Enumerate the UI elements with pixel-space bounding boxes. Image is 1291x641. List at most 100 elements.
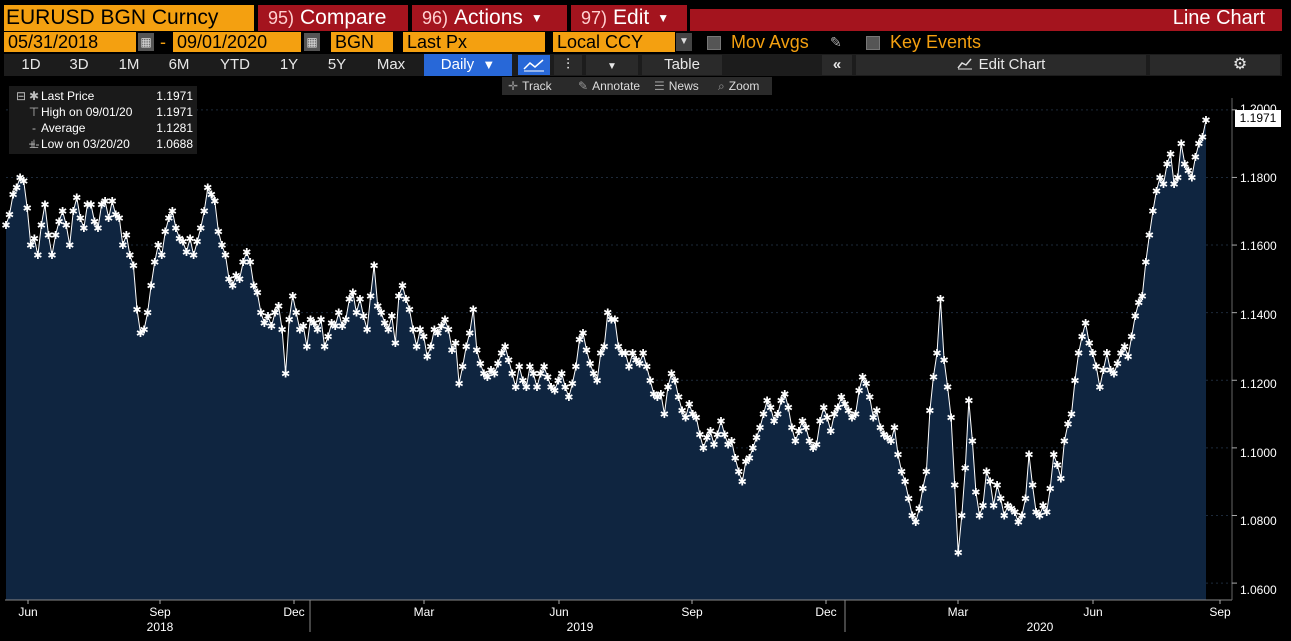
price-marker: ✱ xyxy=(267,320,276,333)
price-marker: ✱ xyxy=(1095,381,1104,394)
price-marker: ✱ xyxy=(341,313,350,326)
mov-avgs-checkbox[interactable] xyxy=(707,36,721,50)
price-marker: ✱ xyxy=(670,374,679,387)
period-1d[interactable]: 1D xyxy=(21,56,41,73)
end-date-field[interactable]: 09/01/2020 xyxy=(173,32,301,52)
price-marker: ✱ xyxy=(47,249,56,262)
price-marker: ✱ xyxy=(978,499,987,512)
bar-chart-style-button[interactable]: ⫶ xyxy=(554,55,582,75)
settings-button[interactable]: ⚙ xyxy=(1150,55,1280,75)
y-tick-label: 1.1800 xyxy=(1240,171,1277,185)
price-marker: ✱ xyxy=(1063,418,1072,431)
price-marker: ✱ xyxy=(833,401,842,414)
frequency-selector[interactable]: Daily ▼ xyxy=(424,54,512,76)
price-marker: ✱ xyxy=(1170,178,1179,191)
price-marker: ✱ xyxy=(869,411,878,424)
period-max[interactable]: Max xyxy=(376,56,406,73)
source-field[interactable]: BGN xyxy=(331,32,393,52)
price-marker: ✱ xyxy=(1070,374,1079,387)
price-marker: ✱ xyxy=(125,249,134,262)
pencil-icon[interactable]: ✎ xyxy=(830,34,842,50)
period-ytd[interactable]: YTD xyxy=(220,56,250,73)
chart-style-dropdown[interactable]: ▼ xyxy=(586,55,638,75)
actions-menu-number: 96) xyxy=(422,8,449,28)
news-tool[interactable]: ☰ News xyxy=(654,77,699,95)
price-marker: ✱ xyxy=(968,435,977,448)
legend-row-average: -+- Average 1.1281 xyxy=(9,120,197,151)
price-marker: ✱ xyxy=(1028,479,1037,492)
price-marker: ✱ xyxy=(741,455,750,468)
compare-menu[interactable]: 95) Compare xyxy=(258,5,408,31)
price-marker: ✱ xyxy=(1198,131,1207,144)
price-marker: ✱ xyxy=(837,391,846,404)
price-marker: ✱ xyxy=(536,368,545,381)
ohlc-bar-icon: ⫶ xyxy=(566,56,570,73)
period-3d[interactable]: 3D xyxy=(69,56,89,73)
price-marker: ✱ xyxy=(221,249,230,262)
price-marker: ✱ xyxy=(483,371,492,384)
price-area-fill xyxy=(6,120,1206,600)
price-marker: ✱ xyxy=(1127,330,1136,343)
price-marker: ✱ xyxy=(971,486,980,499)
period-1m[interactable]: 1M xyxy=(118,56,140,73)
chevron-down-icon[interactable]: ▼ xyxy=(676,33,692,51)
price-marker: ✱ xyxy=(571,361,580,374)
price-marker: ✱ xyxy=(685,398,694,411)
y-tick-label: 1.1200 xyxy=(1240,377,1277,391)
price-marker: ✱ xyxy=(207,188,216,201)
price-marker: ✱ xyxy=(993,479,1002,492)
price-marker: ✱ xyxy=(1191,151,1200,164)
edit-menu[interactable]: 97) Edit ▼ xyxy=(571,5,687,31)
currency-selector[interactable]: Local CCY xyxy=(553,32,675,52)
price-marker: ✱ xyxy=(1187,171,1196,184)
price-marker: ✱ xyxy=(384,324,393,337)
actions-menu[interactable]: 96) Actions ▼ xyxy=(412,5,567,31)
collapse-button[interactable]: « xyxy=(822,55,852,75)
start-date-field[interactable]: 05/31/2018 xyxy=(4,32,136,52)
calendar-icon[interactable]: ▦ xyxy=(304,33,320,51)
price-marker: ✱ xyxy=(851,408,860,421)
price-marker: ✱ xyxy=(281,368,290,381)
title-fill-bar xyxy=(690,9,1282,31)
security-ticker[interactable]: EURUSD BGN Curncy xyxy=(4,5,254,31)
mov-avgs-label[interactable]: Mov Avgs xyxy=(731,32,809,52)
period-6m[interactable]: 6M xyxy=(168,56,190,73)
price-marker: ✱ xyxy=(175,232,184,245)
track-tool[interactable]: ✛ Track xyxy=(508,77,552,95)
key-events-label[interactable]: Key Events xyxy=(890,32,982,52)
price-marker: ✱ xyxy=(702,432,711,445)
table-button[interactable]: Table xyxy=(642,55,722,75)
period-1y[interactable]: 1Y xyxy=(279,56,299,73)
price-marker: ✱ xyxy=(210,195,219,208)
calendar-icon[interactable]: ▦ xyxy=(138,33,154,51)
price-marker: ✱ xyxy=(30,232,39,245)
edit-chart-button[interactable]: Edit Chart xyxy=(856,55,1146,75)
price-marker: ✱ xyxy=(879,428,888,441)
price-marker: ✱ xyxy=(872,405,881,418)
price-marker: ✱ xyxy=(777,395,786,408)
price-marker: ✱ xyxy=(543,371,552,384)
price-marker: ✱ xyxy=(893,449,902,462)
price-marker: ✱ xyxy=(826,425,835,438)
price-marker: ✱ xyxy=(568,378,577,391)
line-chart-style-button[interactable] xyxy=(518,55,550,75)
period-5y[interactable]: 5Y xyxy=(327,56,347,73)
field-selector[interactable]: Last Px xyxy=(403,32,545,52)
price-marker: ✱ xyxy=(525,361,534,374)
price-marker: ✱ xyxy=(547,381,556,394)
legend-value: 1.1281 xyxy=(156,121,193,135)
annotate-tool[interactable]: ✎ Annotate xyxy=(578,77,640,95)
price-marker: ✱ xyxy=(288,290,297,303)
price-marker: ✱ xyxy=(104,212,113,225)
zoom-tool[interactable]: ⌕ Zoom xyxy=(718,77,759,95)
price-marker: ✱ xyxy=(932,347,941,360)
key-events-checkbox[interactable] xyxy=(866,36,880,50)
x-tick-label: Dec xyxy=(815,605,837,619)
price-marker: ✱ xyxy=(302,340,311,353)
price-marker: ✱ xyxy=(458,361,467,374)
collapse-square-icon[interactable]: ⊟ xyxy=(15,89,27,103)
price-marker: ✱ xyxy=(847,411,856,424)
price-marker: ✱ xyxy=(908,509,917,522)
price-marker: ✱ xyxy=(695,428,704,441)
